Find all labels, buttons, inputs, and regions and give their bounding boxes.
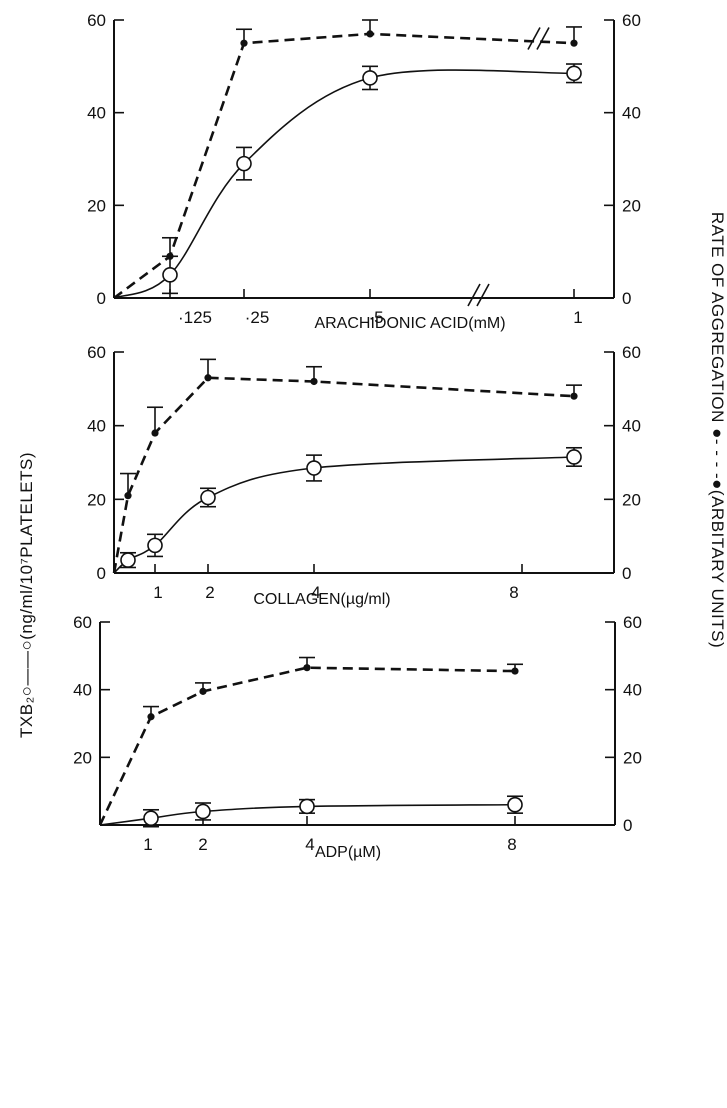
x-tick-label: 1 <box>573 308 582 327</box>
y-tick-label-left: 40 <box>87 104 106 123</box>
txb2-point <box>143 810 159 827</box>
aggregation-point <box>570 392 578 400</box>
txb2-point <box>566 449 582 465</box>
chart-panel-1: 0 0 20 20 40 40 60 60 ·125 ·25 ·5 1 ARACHIDONIC ACID… <box>87 11 641 332</box>
aggregation-point <box>204 374 212 382</box>
left-y-axis-label: TXB₂○——○(ng/ml/10⁷PLATELETS) <box>17 452 36 738</box>
aggregation-point <box>303 664 311 672</box>
y-tick-label-right: 40 <box>623 681 642 700</box>
txb2-point <box>507 796 523 813</box>
y-tick-label-right: 60 <box>622 11 641 30</box>
txb2-solid-line <box>113 456 575 574</box>
x-tick-label: 1 <box>143 835 152 854</box>
x-tick-label: ·25 <box>245 308 270 327</box>
x-axis-label: COLLAGEN(µg/ml) <box>253 591 390 608</box>
x-tick-label: 8 <box>507 835 516 854</box>
txb2-point <box>306 460 322 476</box>
aggregation-point <box>310 377 318 386</box>
y-tick-label-right: 0 <box>622 564 631 583</box>
txb2-point <box>566 65 582 82</box>
x-tick-label: 8 <box>509 583 518 602</box>
x-tick-label: ·125 <box>178 308 212 327</box>
y-tick-label-left: 0 <box>97 289 106 308</box>
x-tick-label: 4 <box>311 583 320 602</box>
y-tick-label-left: 40 <box>87 417 106 436</box>
txb2-point <box>120 552 136 568</box>
x-axis-label: ADP(µM) <box>315 844 381 861</box>
txb2-point <box>362 70 378 86</box>
txb2-point <box>200 489 216 506</box>
chart-panel-2: 0 0 20 20 40 40 60 60 1 2 4 8 COLLAGEN(µg/ml) <box>87 343 641 608</box>
y-tick-label-left: 20 <box>73 748 92 767</box>
x-axis-label: ARACHIDONIC ACID(mM) <box>314 315 505 332</box>
aggregation-point <box>511 667 519 675</box>
y-tick-label-left: 40 <box>73 681 92 700</box>
txb2-point <box>147 537 163 554</box>
y-tick-label-right: 40 <box>622 104 641 123</box>
aggregation-point <box>124 492 132 500</box>
x-tick-label: ·5 <box>368 308 383 327</box>
y-tick-label-left: 60 <box>87 343 106 362</box>
x-tick-label: 4 <box>305 835 314 854</box>
aggregation-point <box>570 39 578 47</box>
y-tick-label-right: 60 <box>622 343 641 362</box>
y-tick-label-right: 20 <box>622 196 641 215</box>
y-tick-label-right: 40 <box>622 417 641 436</box>
y-tick-label-left: 20 <box>87 490 106 509</box>
aggregation-dashed-line <box>112 376 575 574</box>
txb2-point <box>236 155 252 172</box>
y-tick-label-right: 0 <box>623 816 632 835</box>
y-tick-label-right: 0 <box>622 289 631 308</box>
txb2-point <box>162 267 178 283</box>
y-tick-label-right: 60 <box>623 613 642 632</box>
y-tick-label-left: 60 <box>87 11 106 30</box>
y-tick-label-left: 0 <box>97 564 106 583</box>
x-tick-label: 1 <box>153 583 162 602</box>
txb2-point <box>299 798 315 815</box>
aggregation-point <box>151 429 159 437</box>
curve-break-mark <box>527 27 541 50</box>
chart-panel-3: 0 20 20 40 40 60 60 1 2 4 8 ADP(µM) <box>73 613 642 861</box>
aggregation-point <box>199 687 207 695</box>
axis-break-mark <box>467 283 481 307</box>
aggregation-point <box>240 39 248 47</box>
y-tick-label-left: 60 <box>73 613 92 632</box>
axis-break-mark <box>476 283 490 307</box>
right-y-axis-label: RATE OF AGGREGATION ●- - - -●(ARBITARY U… <box>708 212 727 648</box>
y-tick-label-right: 20 <box>622 490 641 509</box>
y-tick-label-left: 20 <box>87 196 106 215</box>
x-tick-label: 2 <box>198 835 207 854</box>
y-tick-label-right: 20 <box>623 748 642 767</box>
aggregation-point <box>366 30 374 38</box>
txb2-point <box>195 803 211 820</box>
curve-break-mark <box>536 27 550 50</box>
txb2-solid-line <box>113 69 575 299</box>
aggregation-point <box>147 713 155 721</box>
x-tick-label: 2 <box>205 583 214 602</box>
